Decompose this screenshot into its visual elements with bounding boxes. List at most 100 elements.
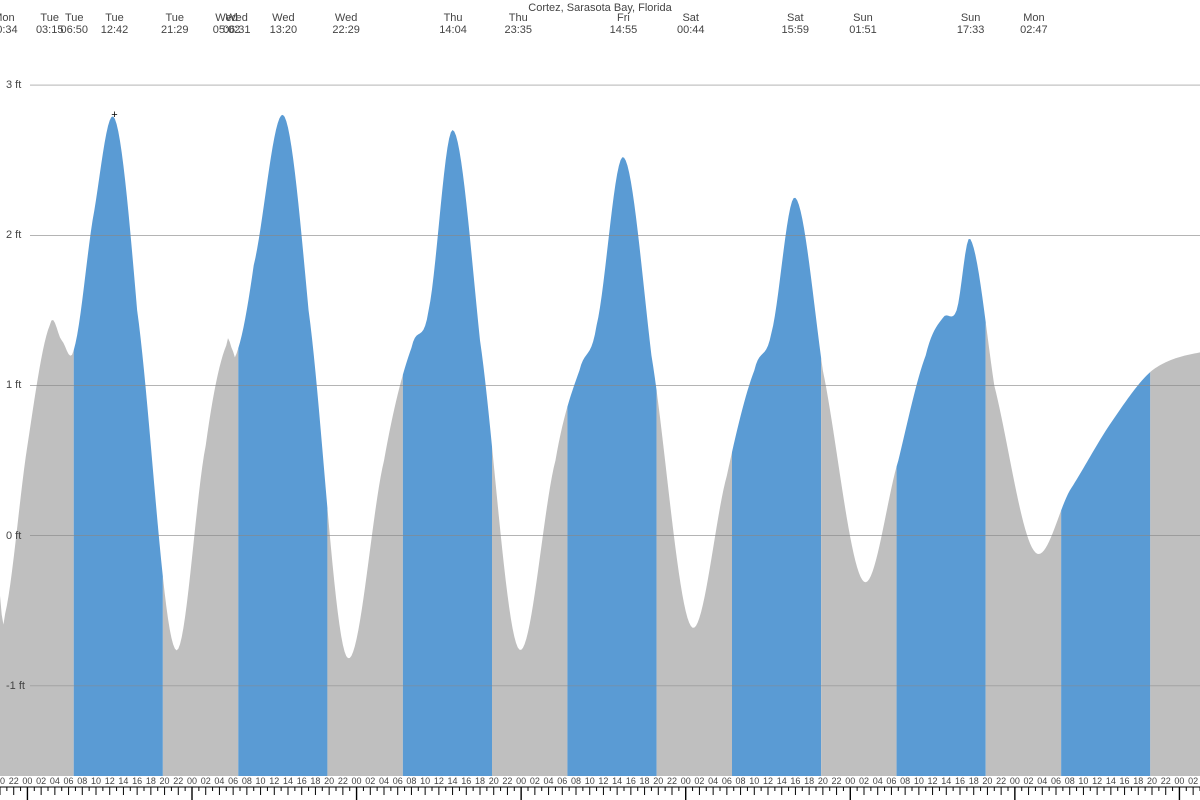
hour-label: 20 xyxy=(324,776,334,786)
hour-label: 06 xyxy=(393,776,403,786)
event-day: Tue xyxy=(161,12,189,24)
event-label: Fri14:55 xyxy=(610,12,638,36)
hour-label: 14 xyxy=(612,776,622,786)
hour-label: 02 xyxy=(36,776,46,786)
hour-label: 14 xyxy=(448,776,458,786)
event-day: Thu xyxy=(504,12,532,24)
hour-label: 16 xyxy=(955,776,965,786)
hour-label: 20 xyxy=(982,776,992,786)
y-tick-label: 0 ft xyxy=(6,530,21,542)
hour-label: 14 xyxy=(777,776,787,786)
hour-label: 02 xyxy=(530,776,540,786)
hour-label: 00 xyxy=(352,776,362,786)
event-day: Sat xyxy=(782,12,810,24)
event-time: 03:15 xyxy=(36,24,64,36)
event-time: 14:04 xyxy=(439,24,467,36)
hour-label: 18 xyxy=(475,776,485,786)
hour-label: 12 xyxy=(928,776,938,786)
event-label: Tue12:42 xyxy=(101,12,129,36)
event-time: 14:55 xyxy=(610,24,638,36)
hour-label: 02 xyxy=(365,776,375,786)
hour-label: 06 xyxy=(228,776,238,786)
hour-label: 14 xyxy=(283,776,293,786)
event-label: Mon20:34 xyxy=(0,12,18,36)
hour-label: 20 xyxy=(489,776,499,786)
hour-label: 02 xyxy=(201,776,211,786)
event-label: Thu14:04 xyxy=(439,12,467,36)
hour-label: 16 xyxy=(790,776,800,786)
tide-chart: Cortez, Sarasota Bay, Florida Mon20:34Tu… xyxy=(0,0,1200,800)
event-day: Wed xyxy=(270,12,298,24)
hour-label: 20 xyxy=(0,776,5,786)
hour-label: 06 xyxy=(886,776,896,786)
y-tick-label: 1 ft xyxy=(6,379,21,391)
hour-label: 22 xyxy=(832,776,842,786)
hour-label: 18 xyxy=(310,776,320,786)
event-time: 06:31 xyxy=(223,24,251,36)
hour-label: 06 xyxy=(1051,776,1061,786)
event-day: Fri xyxy=(610,12,638,24)
hour-label: 20 xyxy=(1147,776,1157,786)
event-day: Mon xyxy=(0,12,18,24)
y-tick-label: 3 ft xyxy=(6,79,21,91)
hour-label: 18 xyxy=(969,776,979,786)
event-day: Tue xyxy=(60,12,88,24)
event-label: Mon02:47 xyxy=(1020,12,1048,36)
event-day: Thu xyxy=(439,12,467,24)
hour-label: 10 xyxy=(749,776,759,786)
hour-label: 14 xyxy=(1106,776,1116,786)
hour-label: 08 xyxy=(736,776,746,786)
hour-label: 20 xyxy=(160,776,170,786)
hour-label: 00 xyxy=(1174,776,1184,786)
hour-label: 06 xyxy=(557,776,567,786)
event-day: Mon xyxy=(1020,12,1048,24)
hour-label: 22 xyxy=(502,776,512,786)
hour-label: 08 xyxy=(900,776,910,786)
event-label: Thu23:35 xyxy=(504,12,532,36)
tick-marks xyxy=(0,786,1200,800)
hour-label: 20 xyxy=(818,776,828,786)
hour-label: 08 xyxy=(77,776,87,786)
event-label: Tue06:50 xyxy=(60,12,88,36)
hour-label: 16 xyxy=(461,776,471,786)
event-day: Sat xyxy=(677,12,705,24)
event-time: 06:50 xyxy=(60,24,88,36)
event-time: 00:44 xyxy=(677,24,705,36)
event-label: Tue21:29 xyxy=(161,12,189,36)
hour-label: 12 xyxy=(269,776,279,786)
hour-label: 10 xyxy=(1078,776,1088,786)
event-time: 13:20 xyxy=(270,24,298,36)
hour-label: 22 xyxy=(1161,776,1171,786)
event-time: 23:35 xyxy=(504,24,532,36)
hour-label: 22 xyxy=(667,776,677,786)
event-day: Sun xyxy=(849,12,877,24)
hour-label: 12 xyxy=(105,776,115,786)
event-label: Wed22:29 xyxy=(332,12,360,36)
hour-label: 04 xyxy=(214,776,224,786)
hour-label: 08 xyxy=(1065,776,1075,786)
y-tick-label: -1 ft xyxy=(6,680,25,692)
event-time: 02:47 xyxy=(1020,24,1048,36)
event-label: Sun01:51 xyxy=(849,12,877,36)
hour-label: 04 xyxy=(544,776,554,786)
hour-label: 08 xyxy=(571,776,581,786)
hour-label: 04 xyxy=(708,776,718,786)
event-time: 20:34 xyxy=(0,24,18,36)
hour-label: 00 xyxy=(516,776,526,786)
event-day: Tue xyxy=(36,12,64,24)
event-label: Tue03:15 xyxy=(36,12,64,36)
hour-label: 10 xyxy=(420,776,430,786)
hour-label: 04 xyxy=(50,776,60,786)
hour-label: 22 xyxy=(338,776,348,786)
hour-label: 16 xyxy=(1120,776,1130,786)
event-time: 15:59 xyxy=(782,24,810,36)
hour-label: 10 xyxy=(256,776,266,786)
hour-label: 18 xyxy=(804,776,814,786)
hour-label: 22 xyxy=(996,776,1006,786)
hour-label: 00 xyxy=(681,776,691,786)
hour-label: 16 xyxy=(297,776,307,786)
hour-label: 18 xyxy=(640,776,650,786)
hour-label: 02 xyxy=(694,776,704,786)
event-label: Wed13:20 xyxy=(270,12,298,36)
hour-label: 12 xyxy=(434,776,444,786)
